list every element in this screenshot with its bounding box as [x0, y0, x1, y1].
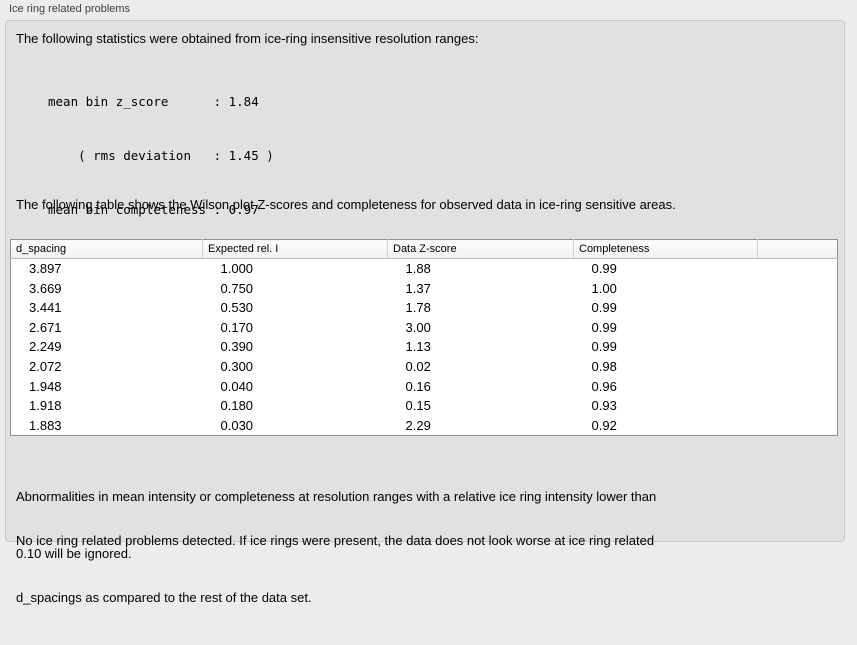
cell-completeness: 0.99 — [591, 339, 617, 355]
conclusion-line: No ice ring related problems detected. I… — [16, 533, 655, 548]
cell-expected-rel-i: 0.300 — [220, 359, 254, 374]
stat-line-mean-z-score: mean bin z_score : 1.84 — [48, 94, 259, 109]
column-header-data-z-score: Data Z-score — [387, 239, 574, 259]
table-row[interactable]: 1.883 0.030 2.29 0.92 — [11, 415, 838, 435]
cell-expected-rel-i: 0.170 — [220, 319, 254, 335]
table-row[interactable]: 2.249 0.390 1.13 0.99 — [11, 337, 838, 357]
ice-ring-table: d_spacing Expected rel. I Data Z-score C… — [10, 239, 838, 436]
cell-data-z-score: 0.15 — [405, 398, 431, 414]
cell-completeness: 0.99 — [591, 319, 617, 335]
cell-d-spacing: 1.883 — [29, 417, 62, 433]
cell-data-z-score: 0.02 — [405, 359, 431, 374]
stat-line-mean-completeness: mean bin completeness : 0.97 — [48, 202, 259, 217]
cell-expected-rel-i: 0.040 — [220, 378, 254, 394]
cell-expected-rel-i: 0.750 — [220, 280, 254, 296]
cell-d-spacing: 3.669 — [29, 280, 62, 296]
table-row[interactable]: 2.072 0.300 0.02 0.98 — [11, 357, 838, 377]
cell-d-spacing: 1.948 — [29, 378, 62, 394]
conclusion-text: No ice ring related problems detected. I… — [16, 493, 654, 645]
cell-d-spacing: 3.441 — [29, 300, 62, 316]
table-row[interactable]: 2.671 0.170 3.00 0.99 — [11, 318, 838, 338]
table-row[interactable]: 3.897 1.000 1.88 0.99 — [11, 259, 838, 279]
ice-ring-groupbox: The following statistics were obtained f… — [5, 20, 845, 605]
cell-expected-rel-i: 0.030 — [220, 417, 254, 433]
cell-data-z-score: 0.16 — [405, 378, 431, 394]
cell-data-z-score: 3.00 — [405, 319, 431, 335]
table-row[interactable]: 1.918 0.180 0.15 0.93 — [11, 396, 838, 416]
cell-completeness: 0.93 — [591, 398, 617, 414]
column-header-expected-rel-i: Expected rel. I — [202, 239, 388, 259]
table-row[interactable]: 3.441 0.530 1.78 0.99 — [11, 298, 838, 318]
cell-completeness: 1.00 — [591, 280, 617, 296]
cell-data-z-score: 2.29 — [405, 417, 431, 433]
table-row[interactable]: 3.669 0.750 1.37 1.00 — [11, 279, 838, 299]
cell-expected-rel-i: 1.000 — [220, 261, 254, 277]
cell-d-spacing: 2.671 — [29, 319, 62, 335]
description-line: The following table shows the Wilson plo… — [16, 197, 676, 212]
column-header-d-spacing: d_spacing — [10, 239, 203, 259]
cell-expected-rel-i: 0.390 — [220, 339, 254, 355]
intro-text: The following statistics were obtained f… — [16, 31, 479, 46]
conclusion-line: d_spacings as compared to the rest of th… — [16, 590, 312, 605]
cell-data-z-score: 1.37 — [405, 280, 431, 296]
cell-data-z-score: 1.78 — [405, 300, 431, 316]
table-header-row: d_spacing Expected rel. I Data Z-score C… — [10, 239, 838, 259]
cell-data-z-score: 1.13 — [405, 339, 431, 355]
cell-completeness: 0.92 — [591, 417, 617, 433]
cell-completeness: 0.98 — [591, 359, 617, 374]
cell-d-spacing: 3.897 — [29, 261, 62, 277]
cell-completeness: 0.99 — [591, 261, 617, 277]
cell-data-z-score: 1.88 — [405, 261, 431, 277]
cell-completeness: 0.96 — [591, 378, 617, 394]
cell-expected-rel-i: 0.180 — [220, 398, 254, 414]
ignore-note-line: Abnormalities in mean intensity or compl… — [16, 489, 657, 504]
cell-d-spacing: 1.918 — [29, 398, 62, 414]
stat-line-z-score-rms: ( rms deviation : 1.45 ) — [48, 148, 274, 163]
ice-ring-report-page: { "panel": { "title": "Ice ring related … — [5, 3, 845, 605]
cell-completeness: 0.99 — [591, 300, 617, 316]
cell-d-spacing: 2.249 — [29, 339, 62, 355]
cell-d-spacing: 2.072 — [29, 359, 62, 374]
column-header-completeness: Completeness — [573, 239, 758, 259]
groupbox-title: Ice ring related problems — [9, 3, 131, 15]
cell-expected-rel-i: 0.530 — [220, 300, 254, 316]
table-row[interactable]: 1.948 0.040 0.16 0.96 — [11, 376, 838, 396]
column-header-empty — [757, 239, 838, 259]
